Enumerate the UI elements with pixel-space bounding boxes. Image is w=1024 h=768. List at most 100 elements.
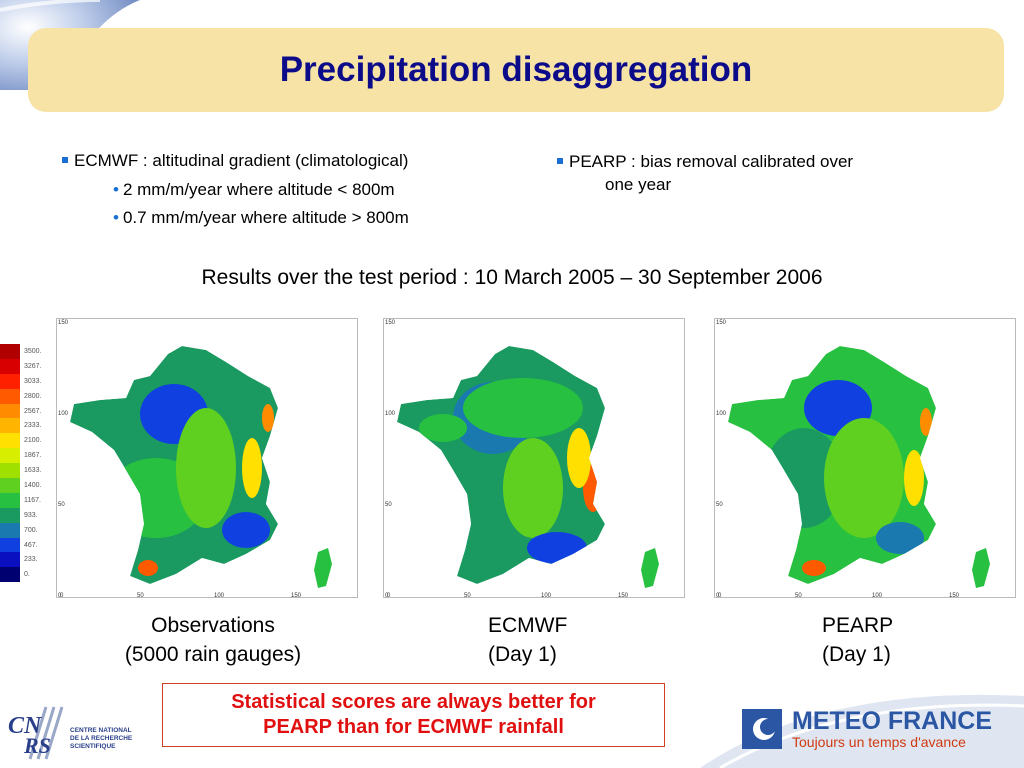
rainfall-zone (527, 532, 587, 564)
legend-label: 1633. (24, 467, 42, 475)
x-tick-label: 100 (541, 593, 552, 598)
cnrs-line2: DE LA RECHERCHE (70, 735, 133, 742)
meteo-france-logo: METEO FRANCE Toujours un temps d'avance (742, 705, 1012, 753)
france-map-pearp: 1501005000501001502 (716, 320, 990, 598)
page-title: Precipitation disaggregation (279, 50, 753, 89)
legend-row: 1400. (0, 478, 44, 493)
meteo-france-slogan: Toujours un temps d'avance (792, 734, 966, 750)
x-tick-label: 0 (60, 593, 64, 598)
x-tick-label: 150 (618, 593, 629, 598)
x-tick-label: 0 (387, 593, 391, 598)
map-panel-ecmwf: 1501005000501001502 (375, 314, 687, 606)
y-tick-label: 50 (385, 502, 392, 508)
y-tick-label: 150 (716, 320, 727, 326)
caption-line1: PEARP (822, 614, 894, 637)
rainfall-zone (802, 560, 826, 576)
bullet-ecmwf-text: ECMWF : altitudinal gradient (climatolog… (74, 151, 409, 170)
rainfall-zone (242, 438, 262, 498)
legend-label: 1400. (24, 481, 42, 489)
title-background (28, 28, 1004, 112)
legend-label: 0. (24, 571, 30, 579)
x-tick-label: 100 (872, 593, 883, 598)
legend-swatch (0, 552, 20, 568)
legend-swatch (0, 373, 20, 389)
cnrs-line1: CENTRE NATIONAL (70, 727, 132, 734)
rainfall-zone (876, 522, 924, 554)
legend-row: 1633. (0, 463, 44, 479)
legend-swatch (0, 344, 20, 359)
rainfall-zone (222, 512, 270, 548)
map-panel-pearp: 1501005000501001502 (706, 314, 1018, 606)
legend-row: 3267. (0, 358, 44, 374)
corsica (314, 548, 332, 588)
caption-line2: (Day 1) (488, 643, 557, 666)
y-tick-label: 150 (385, 320, 396, 326)
rainfall-zone (567, 428, 591, 488)
y-tick-label: 50 (58, 502, 65, 508)
legend-label: 700. (24, 526, 38, 534)
y-tick-label: 0 (58, 593, 62, 598)
legend-label: 933. (24, 511, 38, 519)
legend-row: 3500. (0, 344, 44, 359)
legend-label: 1867. (24, 452, 42, 460)
caption-line2: (5000 rain gauges) (124, 643, 302, 666)
legend-swatch (0, 507, 20, 523)
legend-row: 1167. (0, 492, 44, 508)
x-tick-label: 150 (949, 593, 960, 598)
bullet-dot-icon: • (113, 180, 119, 199)
rainfall-zone (824, 418, 904, 538)
rainfall-zone (138, 560, 158, 576)
cnrs-logo: CN RS CENTRE NATIONAL DE LA RECHERCHE SC… (6, 703, 146, 763)
caption-observations: Observations (5000 rain gauges) (103, 611, 323, 669)
legend-swatch (0, 403, 20, 419)
x-tick-label: 150 (291, 593, 302, 598)
caption-line1: ECMWF (488, 614, 568, 637)
legend-swatch (0, 492, 20, 508)
y-tick-label: 0 (716, 593, 720, 598)
legend-label: 3033. (24, 377, 42, 385)
x-tick-label: 50 (795, 593, 802, 598)
legend-label: 233. (24, 556, 38, 564)
svg-text:RS: RS (23, 733, 51, 758)
france-map-ecmwf: 1501005000501001502 (385, 320, 659, 598)
sub-bullet-1: • 2 mm/m/year where altitude < 800m (113, 179, 395, 201)
legend-label: 2100. (24, 437, 42, 445)
y-tick-label: 100 (385, 411, 396, 417)
corsica (972, 548, 990, 588)
legend-swatch (0, 433, 20, 449)
sub-bullet-2: • 0.7 mm/m/year where altitude > 800m (113, 207, 409, 229)
legend-row: 2567. (0, 403, 44, 419)
stats-line1: Statistical scores are always better for (231, 691, 596, 713)
legend-row: 0. (0, 567, 44, 583)
legend-swatch (0, 388, 20, 404)
x-tick-label: 50 (137, 593, 144, 598)
rainfall-zone (920, 408, 932, 436)
legend-label: 2333. (24, 422, 42, 430)
bullet-pearp-text: PEARP : bias removal calibrated over (569, 152, 854, 171)
precipitation-legend: 3500. 3267. 3033. 2800. 2567. 2333. 2100. 1867.… (0, 344, 44, 583)
legend-row: 1867. (0, 448, 44, 464)
legend-label: 467. (24, 541, 38, 549)
x-tick-label: 100 (214, 593, 225, 598)
caption-pearp: PEARP (Day 1) (822, 611, 893, 669)
cnrs-logo-mark: CN RS (8, 706, 64, 760)
sub-bullet-2-text: 0.7 mm/m/year where altitude > 800m (122, 208, 409, 227)
legend-row: 2333. (0, 418, 44, 434)
rainfall-zone (503, 438, 563, 538)
legend-swatch (0, 463, 20, 479)
bullet-pearp: PEARP : bias removal calibrated over (557, 151, 853, 173)
meteo-france-name: METEO FRANCE (792, 707, 992, 735)
legend-swatch (0, 537, 20, 553)
svg-text:CN: CN (8, 713, 43, 739)
caption-line1: Observations (151, 614, 275, 637)
y-tick-label: 150 (58, 320, 69, 326)
legend-swatch (0, 448, 20, 464)
legend-label: 3500. (24, 347, 42, 355)
legend-row: 933. (0, 507, 44, 523)
legend-row: 233. (0, 552, 44, 568)
wave-decoration (700, 694, 1024, 768)
rainfall-zone (419, 414, 467, 442)
x-tick-label: 0 (718, 593, 722, 598)
caption-line2: (Day 1) (822, 643, 891, 666)
cnrs-line3: SCIENTIFIQUE (70, 743, 116, 750)
